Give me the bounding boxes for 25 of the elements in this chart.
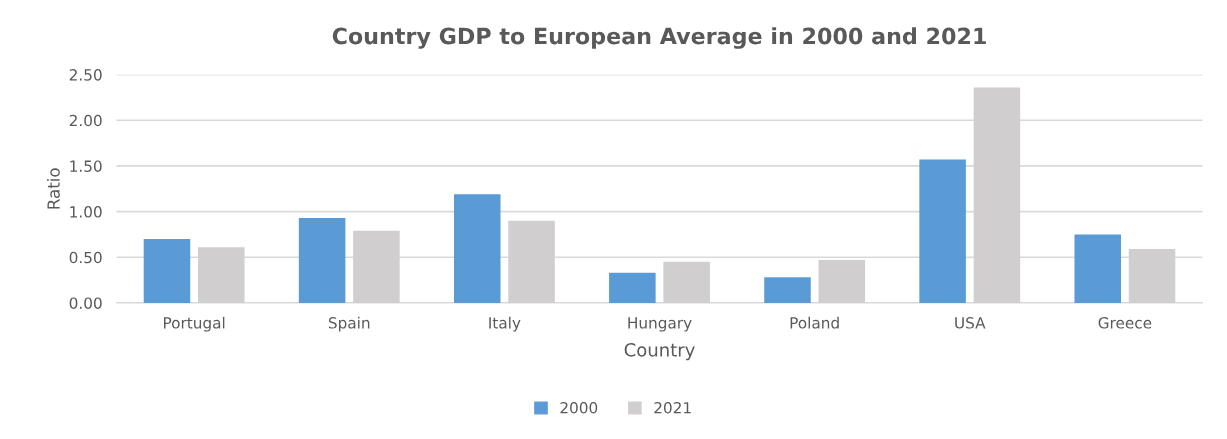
bar xyxy=(1074,234,1122,303)
x-tick-label: Portugal xyxy=(164,316,225,332)
legend-label: 2000 xyxy=(560,401,598,414)
x-tick-label: USA xyxy=(955,317,986,329)
bar xyxy=(143,238,191,303)
legend-label: 2021 xyxy=(654,401,691,414)
x-tick-label: Greece xyxy=(1098,317,1152,329)
y-tick-label: 2.50 xyxy=(69,69,102,81)
bar xyxy=(764,277,811,303)
y-tick-label: 1.50 xyxy=(70,160,102,172)
y-tick-label: 1.00 xyxy=(70,206,102,218)
x-tick-label: Italy xyxy=(489,316,521,332)
chart-title: Country GDP to European Average in 2000 and 2021 xyxy=(332,27,986,49)
bar xyxy=(919,159,966,303)
y-tick-label: 0.50 xyxy=(69,251,102,264)
y-tick-label: 2.00 xyxy=(69,114,102,127)
x-tick-label: Spain xyxy=(328,316,370,332)
x-axis-title: Country xyxy=(624,343,695,361)
bar xyxy=(609,272,656,303)
bar xyxy=(298,217,346,303)
x-tick-label: Hungary xyxy=(628,317,692,332)
y-axis-title: Ratio xyxy=(46,168,60,209)
y-tick-label: 0.00 xyxy=(69,297,102,309)
x-tick-label: Poland xyxy=(790,316,839,329)
bar xyxy=(453,194,501,303)
